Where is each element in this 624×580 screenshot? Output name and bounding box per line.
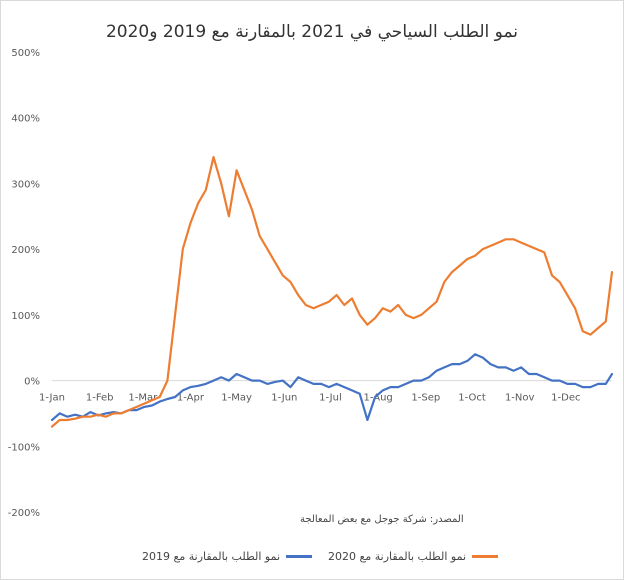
legend: نمو الطلب بالمقارنة مع 2019 نمو الطلب با… (0, 550, 624, 568)
x-tick-label: 1-Aug (364, 393, 393, 404)
x-tick-label: 1-May (221, 393, 252, 404)
x-tick-label: 1-Nov (505, 393, 535, 404)
y-axis: -200% -100% 0% 100% 200% 300% 400% 500% (8, 48, 40, 519)
y-tick-label: 400% (11, 114, 40, 125)
y-tick-label: 300% (11, 179, 40, 190)
legend-swatch-2020 (472, 555, 499, 558)
y-tick-label: -200% (8, 508, 40, 519)
y-tick-label: 200% (11, 245, 40, 256)
y-tick-label: 100% (11, 311, 40, 322)
series-line-2019 (50, 353, 614, 422)
x-tick-label: 1-Apr (177, 393, 205, 404)
x-tick-label: 1-Sep (411, 393, 440, 404)
source-note: المصدر: شركة جوجل مع بعض المعالجة (300, 514, 464, 525)
x-tick-label: 1-Jul (319, 393, 342, 404)
x-axis: 1-Jan 1-Feb 1-Mar 1-Apr 1-May 1-Jun 1-Jul 1-Aug… (39, 393, 580, 404)
legend-swatch-2019 (286, 555, 313, 558)
x-tick-label: 1-Dec (551, 393, 580, 404)
legend-item-2019: نمو الطلب بالمقارنة مع 2019 (142, 550, 313, 563)
y-tick-label: 500% (11, 48, 40, 59)
x-tick-label: 1-Mar (128, 393, 158, 404)
legend-label-2019: نمو الطلب بالمقارنة مع 2019 (142, 550, 281, 563)
x-tick-label: 1-Jan (39, 393, 65, 404)
x-tick-label: 1-Jun (271, 393, 297, 404)
legend-label-2020: نمو الطلب بالمقارنة مع 2020 (328, 550, 467, 563)
chart-title: نمو الطلب السياحي في 2021 بالمقارنة مع 2… (105, 22, 519, 42)
series-line-2020 (50, 156, 614, 428)
series-layer (50, 156, 614, 428)
legend-item-2020: نمو الطلب بالمقارنة مع 2020 (328, 550, 499, 563)
x-tick-label: 1-Oct (458, 393, 486, 404)
y-tick-label: 0% (24, 377, 40, 388)
x-tick-label: 1-Feb (86, 393, 114, 404)
y-tick-label: -100% (8, 442, 40, 453)
